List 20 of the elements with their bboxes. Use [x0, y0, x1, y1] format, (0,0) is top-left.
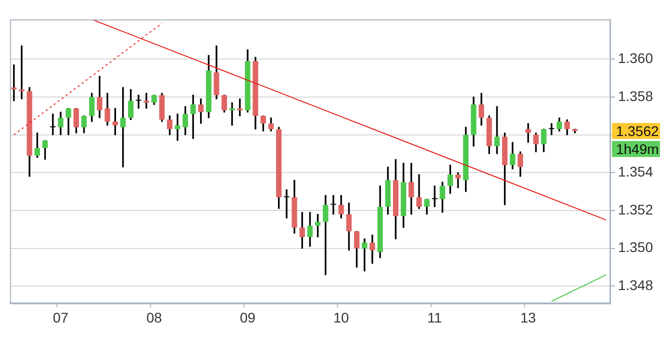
text: 1.3562 — [616, 122, 659, 139]
y-tick-label: 1.358 — [618, 88, 654, 104]
text: 1h49m — [616, 140, 659, 157]
x-tick-label: 13 — [520, 309, 536, 326]
x-tick-label: 09 — [240, 309, 256, 326]
x-tick-label: 10 — [333, 309, 350, 326]
y-tick-label: 1.360 — [618, 50, 654, 66]
x-tick-label: 11 — [427, 309, 442, 326]
y-tick-label: 1.350 — [618, 239, 654, 256]
x-tick-label: 07 — [52, 309, 69, 326]
candlestick — [494, 106, 500, 154]
x-tick-label: 08 — [146, 309, 162, 326]
candlestick — [136, 94, 142, 109]
candlestick — [548, 123, 554, 136]
candlestick — [362, 238, 368, 272]
y-tick-label: 1.348 — [618, 277, 654, 294]
y-tick-label: 1.352 — [618, 201, 654, 218]
candlestick — [174, 114, 180, 141]
candlestick — [322, 195, 328, 276]
y-tick-label: 1.354 — [618, 164, 654, 180]
